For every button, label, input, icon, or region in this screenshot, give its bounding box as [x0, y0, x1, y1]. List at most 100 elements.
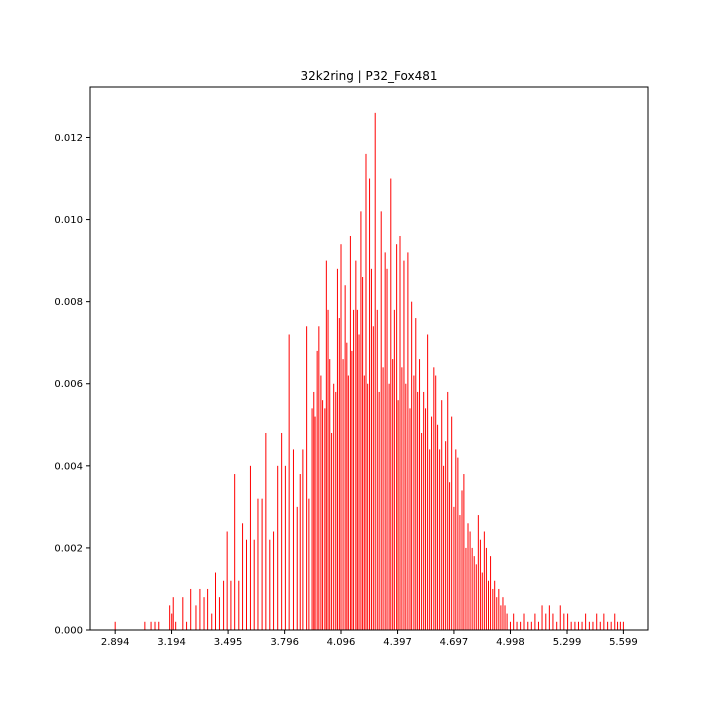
- histogram-bar: [447, 391, 449, 630]
- histogram-bar: [393, 309, 395, 630]
- histogram-bar: [340, 244, 342, 630]
- histogram-bar: [269, 539, 271, 630]
- histogram-bar: [617, 621, 619, 630]
- histogram-bar: [207, 588, 209, 630]
- histogram-bar: [592, 621, 594, 630]
- histogram-bar: [475, 564, 477, 630]
- histogram-bar: [175, 621, 177, 630]
- histogram-bar: [439, 449, 441, 630]
- histogram-bar: [331, 432, 333, 630]
- histogram-bar: [356, 309, 358, 630]
- histogram-bar: [362, 277, 364, 630]
- histogram-bar: [453, 506, 455, 630]
- histogram-bar: [336, 268, 338, 630]
- histogram-bar: [325, 260, 327, 630]
- histogram-bar: [502, 597, 504, 630]
- x-tick-label: 4.998: [496, 637, 525, 648]
- histogram-bar: [376, 309, 378, 630]
- histogram-bar: [313, 391, 315, 630]
- histogram-bar: [467, 523, 469, 630]
- histogram-bar: [603, 613, 605, 630]
- histogram-bar: [230, 580, 232, 630]
- histogram-bar: [388, 383, 390, 630]
- histogram-bar: [215, 572, 216, 630]
- histogram-bar: [614, 613, 616, 630]
- histogram-bar: [281, 432, 283, 630]
- histogram-bar: [246, 539, 247, 630]
- histogram-bar: [390, 178, 392, 630]
- x-tick-label: 3.495: [214, 637, 243, 648]
- histogram-bar: [516, 621, 518, 630]
- histogram-bar: [370, 268, 372, 630]
- x-tick-label: 3.796: [270, 637, 299, 648]
- histogram-bar: [186, 621, 188, 630]
- histogram-bar: [500, 605, 502, 630]
- histogram-bar: [347, 375, 349, 630]
- histogram-bar: [479, 539, 481, 630]
- chart-title: 32k2ring | P32_Fox481: [301, 69, 438, 83]
- histogram-bar: [261, 498, 263, 630]
- histogram-bar: [433, 367, 435, 630]
- histogram-bar: [369, 178, 371, 630]
- histogram-bar: [372, 326, 374, 630]
- histogram-bar: [596, 613, 598, 630]
- histogram-bar: [327, 309, 329, 630]
- histogram-bar: [324, 408, 326, 630]
- x-tick-label: 4.697: [440, 637, 469, 648]
- histogram-bar: [351, 350, 353, 630]
- x-tick-label: 5.299: [553, 637, 582, 648]
- histogram-bar: [492, 588, 494, 630]
- histogram-bar: [494, 580, 496, 630]
- histogram-bar: [570, 621, 572, 630]
- histogram-bar: [534, 613, 536, 630]
- histogram-bar: [520, 621, 522, 630]
- histogram-bar: [477, 515, 479, 630]
- histogram-bar: [203, 597, 205, 630]
- histogram-bar: [384, 252, 386, 630]
- histogram-bar: [585, 613, 587, 630]
- histogram-bar: [353, 309, 355, 630]
- histogram-bar: [545, 613, 547, 630]
- histogram-bar: [496, 597, 498, 630]
- histogram-bar: [405, 383, 407, 630]
- histogram-bar: [527, 621, 529, 630]
- histogram-bar: [238, 580, 240, 630]
- histogram-bar: [296, 506, 298, 630]
- histogram-bar: [265, 432, 267, 630]
- histogram-bar: [443, 465, 445, 630]
- bars-group: [114, 112, 624, 631]
- histogram-bar: [541, 605, 543, 630]
- histogram-bar: [346, 342, 348, 630]
- x-axis: 2.894 3.194 3.495 3.796 4.096 4.397 4.697 4.998…: [101, 630, 638, 648]
- histogram-bar: [509, 621, 511, 630]
- histogram-bar: [417, 391, 419, 630]
- histogram-bar: [292, 449, 294, 630]
- histogram-bar: [483, 531, 485, 630]
- histogram-bar: [253, 539, 255, 630]
- x-tick-label: 3.194: [157, 637, 186, 648]
- histogram-bar: [506, 613, 508, 630]
- histogram-bar: [316, 350, 318, 630]
- histogram-bar: [463, 474, 465, 630]
- histogram-bar: [367, 383, 369, 630]
- y-tick-label: 0.000: [54, 626, 83, 637]
- histogram-bar: [363, 375, 365, 630]
- histogram-bar: [211, 613, 213, 630]
- histogram-bar: [114, 621, 116, 630]
- histogram-bar: [574, 621, 576, 630]
- histogram-bar: [461, 490, 463, 630]
- histogram-bar: [407, 252, 409, 630]
- histogram-bar: [288, 334, 290, 630]
- histogram-bar: [487, 580, 489, 630]
- x-tick-label: 5.599: [609, 637, 638, 648]
- histogram-bar: [622, 621, 624, 630]
- y-tick-label: 0.002: [54, 543, 83, 554]
- histogram-bar: [457, 457, 459, 630]
- histogram-bar: [556, 621, 558, 630]
- y-tick-label: 0.010: [54, 215, 83, 226]
- histogram-bar: [485, 547, 487, 630]
- histogram-bar: [242, 523, 244, 630]
- histogram-bar: [401, 367, 403, 630]
